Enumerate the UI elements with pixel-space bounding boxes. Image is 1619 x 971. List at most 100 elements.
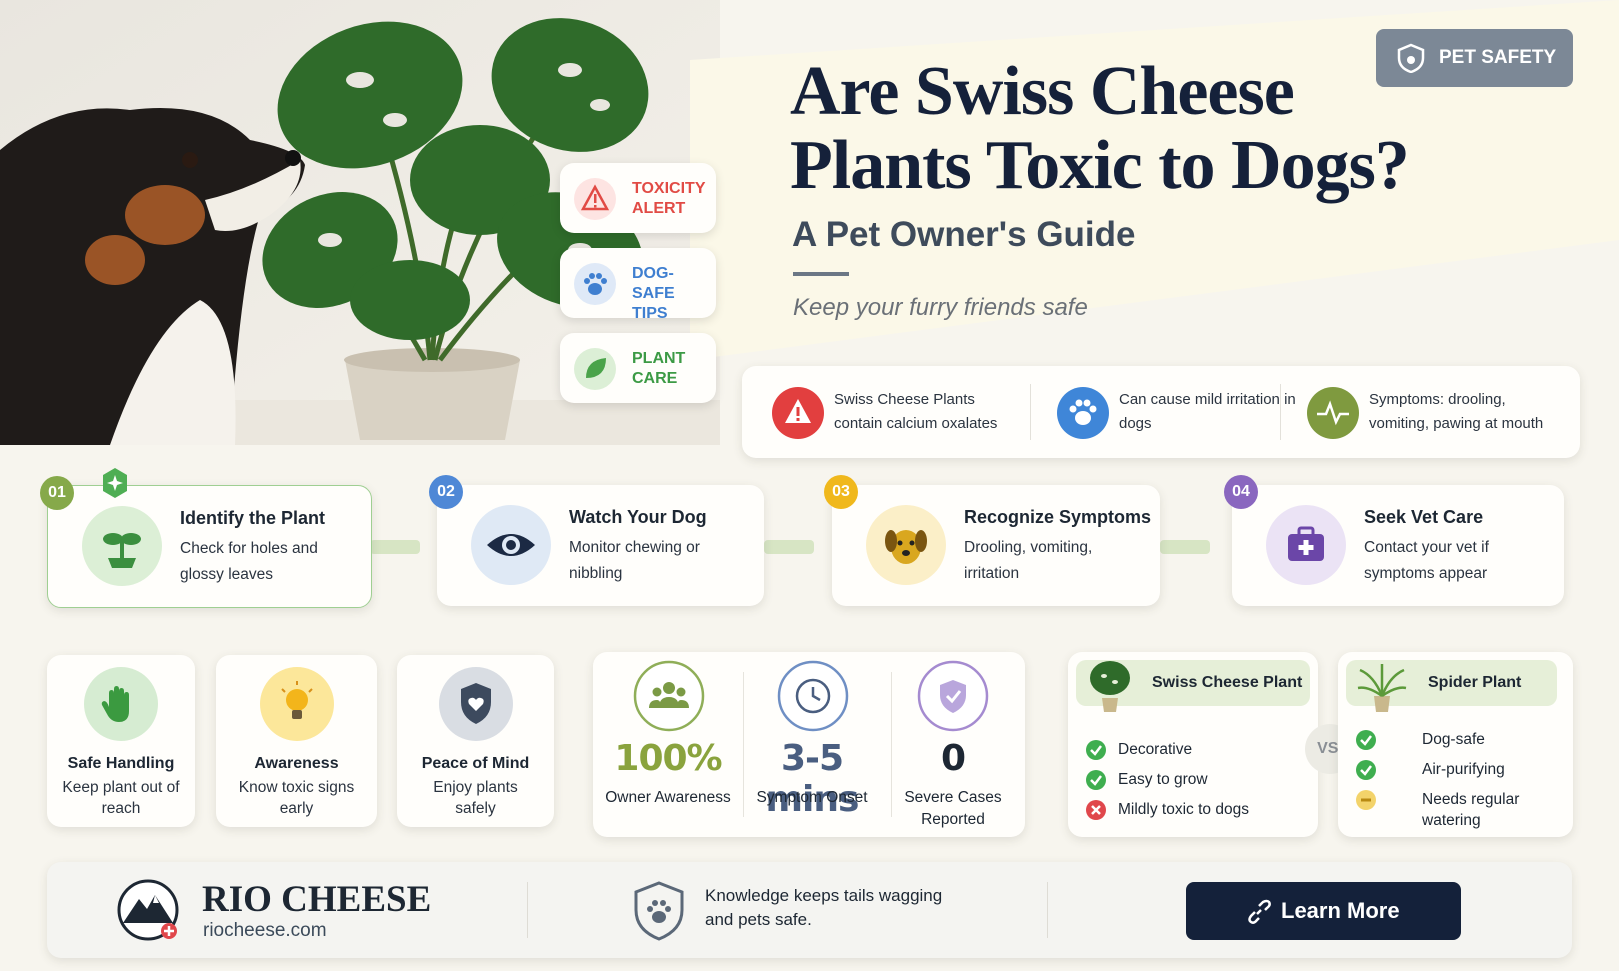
tag-label: DOG-SAFE TIPS bbox=[632, 265, 675, 322]
connector bbox=[370, 540, 420, 554]
hand-icon bbox=[84, 667, 158, 741]
stat: 100% Owner Awareness bbox=[593, 652, 743, 837]
separator bbox=[891, 672, 892, 817]
stat-value: 100% bbox=[614, 738, 722, 779]
check-icon bbox=[1086, 740, 1106, 760]
comparison-card: Swiss Cheese Plant Decorative Easy to gr… bbox=[1068, 652, 1318, 837]
step-text: Check for holes and glossy leaves bbox=[180, 540, 318, 583]
stat-label: Symptom Onset bbox=[756, 789, 868, 806]
step-number: 01 bbox=[40, 476, 74, 510]
subtitle: A Pet Owner's Guide bbox=[792, 215, 1136, 254]
brand-logo bbox=[117, 879, 179, 941]
stat-label: Owner Awareness bbox=[605, 789, 731, 806]
shield-heart-icon bbox=[438, 667, 513, 741]
title: Are Swiss Cheese bbox=[790, 53, 1295, 130]
paw-icon bbox=[574, 263, 616, 305]
button-label: Learn More bbox=[1281, 898, 1400, 923]
step-title: Watch Your Dog bbox=[569, 507, 707, 527]
comparison-item: Air-purifying bbox=[1422, 761, 1505, 778]
comparison-item: Easy to grow bbox=[1118, 771, 1208, 788]
learn-more-button[interactable]: Learn More bbox=[1186, 882, 1461, 940]
tag: DOG-SAFE TIPS bbox=[560, 248, 716, 322]
comparison-item: Needs regular watering bbox=[1422, 791, 1520, 829]
connector bbox=[1160, 540, 1210, 554]
warning-icon bbox=[772, 387, 824, 439]
shield-icon bbox=[1397, 43, 1425, 73]
badge: PET SAFETY bbox=[1376, 29, 1573, 87]
connector bbox=[764, 540, 814, 554]
cross-icon bbox=[1086, 800, 1106, 820]
facts-panel: Swiss Cheese Plants contain calcium oxal… bbox=[742, 366, 1580, 458]
tip-text: Enjoy plants safely bbox=[433, 779, 518, 817]
fact-text: Can cause mild irritation in dogs bbox=[1119, 391, 1296, 432]
footer: RIO CHEESE riocheese.com Knowledge keeps… bbox=[47, 862, 1572, 958]
stat: 3-5 mins Symptom Onset bbox=[737, 652, 887, 837]
eye-icon bbox=[471, 505, 551, 585]
badge-text: PET SAFETY bbox=[1439, 47, 1557, 68]
tip-text: Keep plant out of reach bbox=[62, 779, 180, 817]
fact: Symptoms: drooling, vomiting, pawing at … bbox=[1277, 366, 1577, 458]
divider bbox=[793, 272, 849, 276]
clock-icon bbox=[777, 660, 849, 732]
brand-name: RIO CHEESE bbox=[202, 879, 432, 920]
tag-label: PLANT CARE bbox=[632, 350, 686, 387]
fact: Can cause mild irritation in dogs bbox=[1027, 366, 1307, 458]
tip-title: Safe Handling bbox=[67, 755, 175, 772]
separator bbox=[1280, 384, 1281, 440]
fact: Swiss Cheese Plants contain calcium oxal… bbox=[742, 366, 1022, 458]
stat-label: Severe Cases Reported bbox=[904, 789, 1002, 828]
comparison-title: Spider Plant bbox=[1428, 674, 1522, 691]
leaf-icon bbox=[574, 348, 616, 390]
comparison-item: Dog-safe bbox=[1422, 731, 1485, 748]
comparison-card: Spider Plant Dog-safe Air-purifying Need… bbox=[1338, 652, 1573, 837]
step-number: 04 bbox=[1224, 475, 1258, 509]
title: Plants Toxic to Dogs? bbox=[790, 127, 1410, 204]
step-title: Recognize Symptoms bbox=[964, 507, 1152, 527]
stat: 0 Severe Cases Reported bbox=[881, 652, 1025, 837]
tip-card: Awareness Know toxic signs early bbox=[216, 655, 377, 827]
step-text: Drooling, vomiting, irritation bbox=[964, 539, 1093, 582]
separator bbox=[1047, 882, 1048, 938]
shield-check-icon bbox=[917, 660, 989, 732]
step-text: Contact your vet if symptoms appear bbox=[1364, 539, 1489, 582]
separator bbox=[1030, 384, 1031, 440]
tip-title: Peace of Mind bbox=[421, 755, 530, 772]
step-title: Identify the Plant bbox=[180, 508, 326, 528]
comparison-title: Swiss Cheese Plant bbox=[1152, 674, 1303, 691]
comparison-header: Spider Plant bbox=[1346, 660, 1557, 712]
caution-icon bbox=[1356, 790, 1376, 810]
check-icon bbox=[1356, 760, 1376, 780]
comparison-header: Swiss Cheese Plant bbox=[1076, 660, 1310, 712]
plant-icon bbox=[82, 506, 162, 586]
pulse-icon bbox=[1307, 387, 1359, 439]
stat-value: 0 bbox=[940, 738, 966, 779]
step-card: 04 Seek Vet Care Contact your vet if sym… bbox=[1224, 475, 1564, 606]
monstera-icon bbox=[1090, 661, 1130, 712]
step-card: 02 Watch Your Dog Monitor chewing or nib… bbox=[429, 475, 764, 606]
sparkle-icon bbox=[103, 468, 127, 498]
brand-url: riocheese.com bbox=[203, 920, 327, 941]
step-number: 02 bbox=[429, 475, 463, 509]
fact-text: Symptoms: drooling, vomiting, pawing at … bbox=[1369, 391, 1544, 432]
tag-label: TOXICITY ALERT bbox=[632, 180, 706, 217]
paw-icon bbox=[1057, 387, 1109, 439]
bulb-icon bbox=[259, 667, 334, 741]
tip-card: Safe Handling Keep plant out of reach bbox=[47, 655, 195, 827]
step-title: Seek Vet Care bbox=[1364, 507, 1484, 527]
header-panel bbox=[690, 0, 1619, 360]
stat-value: 3-5 mins bbox=[765, 738, 860, 820]
stats-panel: 100% Owner Awareness 3-5 mins Symptom On… bbox=[593, 652, 1025, 837]
spider-plant-icon bbox=[1357, 664, 1407, 712]
fact-text: Swiss Cheese Plants contain calcium oxal… bbox=[834, 391, 998, 432]
tagline: Keep your furry friends safe bbox=[793, 294, 1088, 321]
footer-message: Knowledge keeps tails wagging and pets s… bbox=[705, 886, 943, 929]
tip-card: Peace of Mind Enjoy plants safely bbox=[397, 655, 554, 827]
alert-icon bbox=[574, 178, 616, 220]
tag: PLANT CARE bbox=[560, 333, 716, 403]
check-icon bbox=[1086, 770, 1106, 790]
medical-kit-icon bbox=[1266, 505, 1346, 585]
tag: TOXICITY ALERT bbox=[560, 163, 716, 233]
link-icon bbox=[1248, 899, 1271, 924]
step-card: 03 Recognize Symptoms Drooling, vomiting… bbox=[824, 475, 1160, 606]
